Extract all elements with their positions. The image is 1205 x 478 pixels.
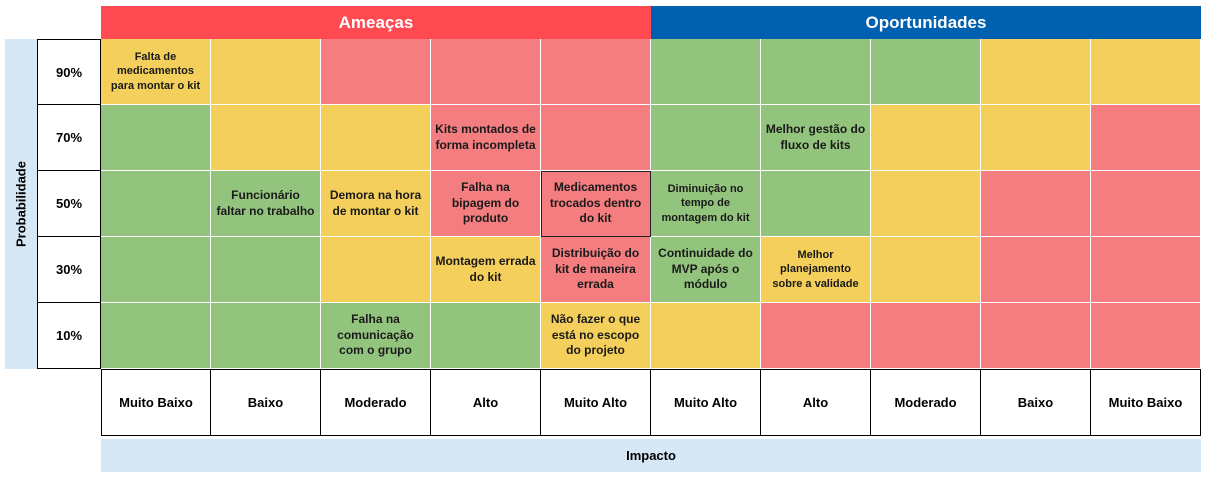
risk-cell[interactable] [211, 303, 321, 369]
risk-cell[interactable] [431, 303, 541, 369]
risk-cell-item[interactable]: Falha na comunicação com o grupo [321, 303, 431, 369]
risk-cell[interactable] [871, 39, 981, 105]
probability-row-labels: 90% 70% 50% 30% 10% [37, 39, 101, 369]
risk-cell-item[interactable]: Distribuição do kit de maneira errada [541, 237, 651, 303]
risk-cell[interactable] [321, 39, 431, 105]
risk-cell[interactable] [211, 237, 321, 303]
risk-cell-item[interactable]: Continuidade do MVP após o módulo [651, 237, 761, 303]
risk-cell-item[interactable]: Montagem errada do kit [431, 237, 541, 303]
probability-axis-text: Probabilidade [13, 161, 29, 247]
risk-cell[interactable] [651, 39, 761, 105]
risk-cell[interactable] [651, 303, 761, 369]
probability-label: 10% [37, 303, 101, 369]
impact-label: Muito Baixo [1091, 369, 1201, 436]
impact-label: Moderado [871, 369, 981, 436]
threats-header: Ameaças [101, 6, 651, 39]
risk-cell[interactable] [871, 171, 981, 237]
probability-label: 90% [37, 39, 101, 105]
risk-cell-item[interactable]: Kits montados de forma incompleta [431, 105, 541, 171]
risk-cell[interactable] [211, 105, 321, 171]
risk-cell[interactable] [1091, 39, 1201, 105]
impact-label: Alto [431, 369, 541, 436]
risk-cell[interactable] [761, 39, 871, 105]
impact-axis-label: Impacto [101, 439, 1201, 472]
risk-cell-item[interactable]: Não fazer o que está no escopo do projet… [541, 303, 651, 369]
impact-label: Moderado [321, 369, 431, 436]
risk-cell[interactable] [1091, 171, 1201, 237]
risk-cell[interactable] [321, 105, 431, 171]
risk-cell-item[interactable]: Funcionário faltar no trabalho [211, 171, 321, 237]
impact-label: Muito Baixo [101, 369, 211, 436]
risk-matrix-grid: Falta de medicamentos para montar o kit K… [101, 39, 1201, 369]
risk-cell-item[interactable]: Melhor gestão do fluxo de kits [761, 105, 871, 171]
risk-cell[interactable] [1091, 105, 1201, 171]
opportunities-header: Oportunidades [651, 6, 1201, 39]
risk-cell-item[interactable]: Diminuição no tempo de montagem do kit [651, 171, 761, 237]
risk-cell[interactable] [761, 171, 871, 237]
risk-cell[interactable] [981, 171, 1091, 237]
risk-cell-item[interactable]: Falha na bipagem do produto [431, 171, 541, 237]
probability-axis-label: Probabilidade [5, 39, 37, 369]
risk-cell[interactable] [101, 303, 211, 369]
risk-cell[interactable] [541, 105, 651, 171]
risk-cell[interactable] [871, 105, 981, 171]
impact-label: Baixo [211, 369, 321, 436]
probability-label: 50% [37, 171, 101, 237]
risk-cell-item[interactable]: Falta de medicamentos para montar o kit [101, 39, 211, 105]
risk-cell-item[interactable]: Medicamentos trocados dentro do kit [541, 171, 651, 237]
risk-cell[interactable] [761, 303, 871, 369]
risk-cell-item[interactable]: Melhor planejamento sobre a validade [761, 237, 871, 303]
risk-cell[interactable] [871, 303, 981, 369]
risk-cell[interactable] [101, 171, 211, 237]
risk-cell[interactable] [981, 237, 1091, 303]
probability-label: 30% [37, 237, 101, 303]
risk-cell[interactable] [321, 237, 431, 303]
risk-cell[interactable] [541, 39, 651, 105]
risk-cell[interactable] [1091, 303, 1201, 369]
impact-column-labels: Muito Baixo Baixo Moderado Alto Muito Alto Mu… [101, 369, 1201, 436]
risk-cell[interactable] [101, 237, 211, 303]
risk-cell[interactable] [101, 105, 211, 171]
risk-cell[interactable] [981, 39, 1091, 105]
risk-cell[interactable] [431, 39, 541, 105]
risk-cell[interactable] [981, 105, 1091, 171]
risk-cell[interactable] [211, 39, 321, 105]
risk-cell[interactable] [871, 237, 981, 303]
risk-cell[interactable] [981, 303, 1091, 369]
impact-label: Muito Alto [541, 369, 651, 436]
impact-label: Alto [761, 369, 871, 436]
impact-label: Baixo [981, 369, 1091, 436]
risk-cell-item[interactable]: Demora na hora de montar o kit [321, 171, 431, 237]
probability-label: 70% [37, 105, 101, 171]
risk-cell[interactable] [1091, 237, 1201, 303]
risk-cell[interactable] [651, 105, 761, 171]
impact-label: Muito Alto [651, 369, 761, 436]
